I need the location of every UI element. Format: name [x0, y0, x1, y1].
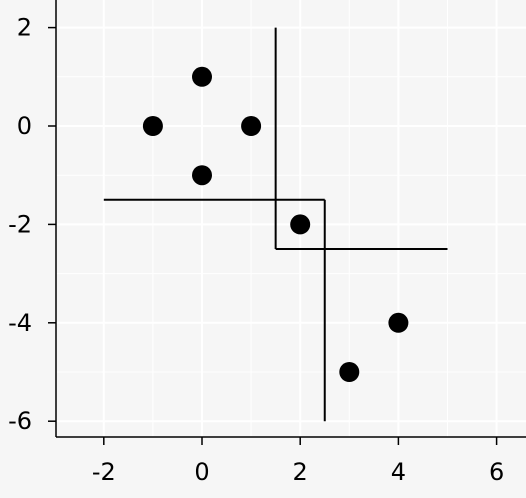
x-tick-label: -2 [92, 458, 116, 486]
data-point [143, 116, 163, 136]
data-point [339, 362, 359, 382]
data-point [241, 116, 261, 136]
x-tick-label: 0 [194, 458, 209, 486]
data-point [192, 165, 212, 185]
data-point [192, 67, 212, 87]
y-tick-label: 0 [17, 112, 32, 140]
y-tick-label: 2 [17, 14, 32, 42]
y-tick-label: -4 [8, 309, 32, 337]
x-tick-label: 4 [391, 458, 406, 486]
data-point [290, 214, 310, 234]
data-point [388, 313, 408, 333]
y-tick-label: -6 [8, 407, 32, 435]
x-tick-label: 6 [489, 458, 504, 486]
y-tick-label: -2 [8, 210, 32, 238]
x-tick-label: 2 [293, 458, 308, 486]
